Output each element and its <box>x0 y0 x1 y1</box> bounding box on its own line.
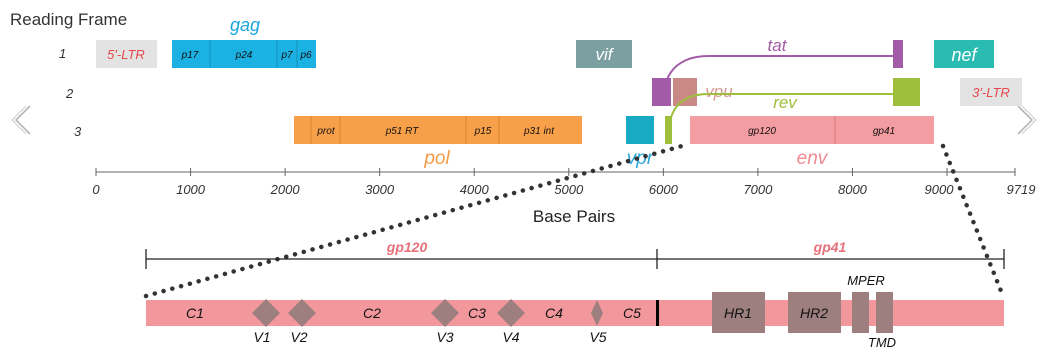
p24-label: p24 <box>235 50 253 61</box>
rev-exon2-box <box>893 78 920 106</box>
hr2-label: HR2 <box>800 305 828 321</box>
frame-2-label: 2 <box>65 86 74 101</box>
env-label: env <box>797 148 829 169</box>
gp120-detail-label: gp120 <box>386 239 428 255</box>
v5-label: V5 <box>589 329 606 345</box>
axis-tick-label: 6000 <box>649 182 679 197</box>
axis-title: Base Pairs <box>533 207 615 226</box>
vif-box <box>576 40 632 68</box>
v4-diamond <box>497 299 525 327</box>
p7-label: p7 <box>280 50 293 61</box>
v5-diamond <box>591 300 603 326</box>
vpu-label: vpu <box>705 82 733 101</box>
prot-label: prot <box>316 126 335 137</box>
c1-label: C1 <box>186 305 204 321</box>
vpr-label: vpr <box>627 148 654 169</box>
gag-box <box>172 40 316 68</box>
axis-tick-label: 4000 <box>460 182 490 197</box>
v1-diamond <box>252 299 280 327</box>
nef-label: nef <box>951 45 978 65</box>
p15-label: p15 <box>474 126 492 137</box>
tmd-box <box>876 292 893 333</box>
p17-label: p17 <box>181 50 199 61</box>
gp41-small-label: gp41 <box>873 126 895 137</box>
axis-tick-label: 2000 <box>270 182 301 197</box>
hr2-box <box>788 292 841 333</box>
ltr5-label: 5'-LTR <box>107 47 145 62</box>
axis-tick-label: 8000 <box>838 182 868 197</box>
axis-tick-label: 5000 <box>554 182 584 197</box>
pol-label: pol <box>423 148 450 169</box>
rev-label: rev <box>773 93 798 112</box>
nef-box <box>934 40 994 68</box>
axis-tick-label: 1000 <box>176 182 206 197</box>
axis-ticks: 0 1000 2000 3000 4000 5000 6000 7000 8000 9000 971… <box>92 168 1035 197</box>
ltr3-box <box>960 78 1022 106</box>
chevron-right-icon[interactable] <box>1017 105 1037 135</box>
hr1-box <box>712 292 765 333</box>
c3-label: C3 <box>468 305 486 321</box>
gp120-small-label: gp120 <box>748 126 776 137</box>
axis-tick-label: 7000 <box>743 182 773 197</box>
frame-1-label: 1 <box>59 46 66 61</box>
mper-box <box>852 292 869 333</box>
vif-label: vif <box>596 45 615 64</box>
ltr3-label: 3'-LTR <box>972 85 1010 100</box>
reading-frame-label: Reading Frame <box>10 10 127 29</box>
v2-diamond <box>288 299 316 327</box>
axis-tick-label: 3000 <box>365 182 395 197</box>
gag-label: gag <box>230 15 260 35</box>
tat-exon1-box <box>652 78 671 106</box>
zoom-line-right <box>940 143 1006 299</box>
v3-diamond <box>431 299 459 327</box>
v3-label: V3 <box>436 329 453 345</box>
vpu-box <box>673 78 697 106</box>
v1-label: V1 <box>253 329 270 345</box>
hr1-label: HR1 <box>724 305 752 321</box>
tat-label: tat <box>768 36 788 55</box>
p6-label: p6 <box>299 50 312 61</box>
gp41-detail-label: gp41 <box>813 239 847 255</box>
p51rt-label: p51 RT <box>385 126 420 137</box>
c2-label: C2 <box>363 305 381 321</box>
axis-tick-label: 0 <box>92 182 100 197</box>
frame-3-label: 3 <box>74 124 82 139</box>
c5-label: C5 <box>623 305 641 321</box>
v2-label: V2 <box>290 329 307 345</box>
ltr5-box <box>96 40 157 68</box>
cleavage-site-marker <box>656 300 659 326</box>
vpr-box <box>626 116 654 144</box>
zoom-line-left <box>143 143 685 299</box>
env-box <box>690 116 934 144</box>
tat-exon2-box <box>893 40 903 68</box>
rev-exon1-box <box>665 116 672 144</box>
c4-label: C4 <box>545 305 563 321</box>
tmd-label: TMD <box>868 335 896 350</box>
chevron-left-icon[interactable] <box>11 105 31 135</box>
p31int-label: p31 int <box>523 126 555 137</box>
axis-tick-label: 9719 <box>1007 182 1036 197</box>
tat-splice-line <box>663 55 893 91</box>
axis-tick-label: 9000 <box>925 182 955 197</box>
pol-box <box>294 116 582 144</box>
v4-label: V4 <box>502 329 519 345</box>
mper-label: MPER <box>847 273 885 288</box>
